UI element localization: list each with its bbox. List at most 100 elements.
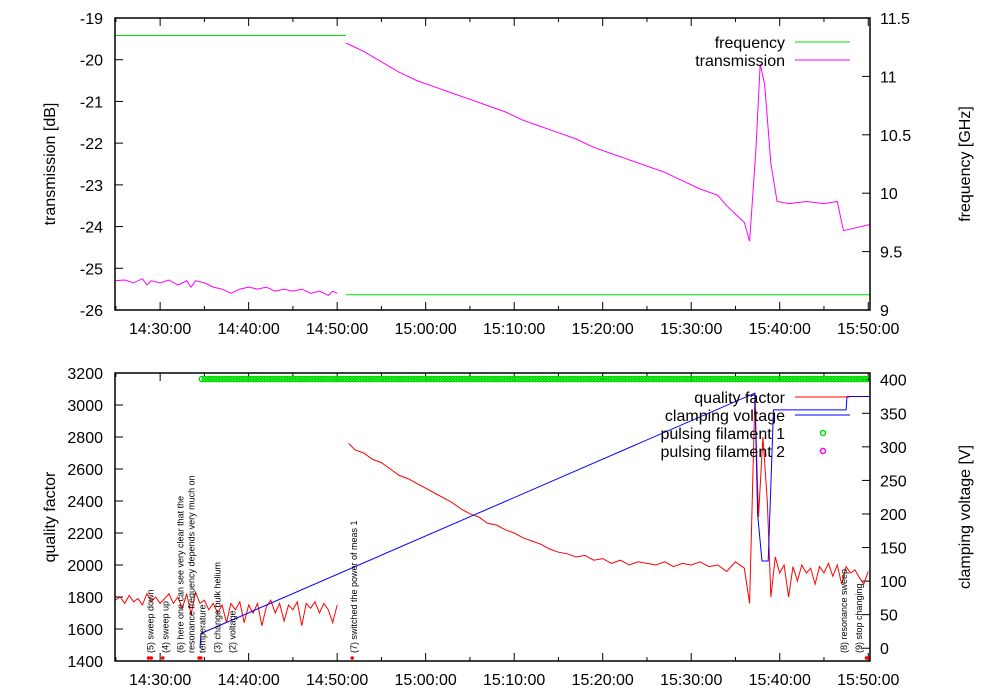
annotation-label-line: (5) sweep down xyxy=(146,589,156,653)
x-tick-label: 15:00:00 xyxy=(395,321,457,338)
series-point-pulsing-filament-1 xyxy=(808,375,816,383)
series-point-pulsing-filament-1 xyxy=(350,375,357,383)
series-point-pulsing-filament-1 xyxy=(638,375,645,383)
series-point-pulsing-filament-1 xyxy=(517,375,525,383)
series-point-pulsing-filament-1 xyxy=(322,375,329,383)
series-point-pulsing-filament-1 xyxy=(220,375,227,383)
annotation-label-line: (4) sweep up xyxy=(161,601,171,653)
series-point-pulsing-filament-1 xyxy=(316,375,323,383)
series-point-pulsing-filament-1 xyxy=(471,375,478,383)
annotation-label: (6) here one can see very clear that the… xyxy=(176,473,208,653)
series-point-pulsing-filament-1 xyxy=(697,375,704,383)
legend-marker xyxy=(819,447,827,455)
x-tick-label: 15:30:00 xyxy=(660,321,722,338)
series-point-pulsing-filament-1 xyxy=(830,375,837,383)
series-point-pulsing-filament-1 xyxy=(551,375,559,383)
series-point-pulsing-filament-1 xyxy=(279,375,286,383)
y2-axis-label: frequency [GHz] xyxy=(957,106,974,222)
series-point-pulsing-filament-1 xyxy=(616,375,624,383)
series-point-pulsing-filament-1 xyxy=(427,375,435,383)
series-point-pulsing-filament-1 xyxy=(622,375,630,383)
series-point-pulsing-filament-1 xyxy=(821,375,828,383)
series-point-pulsing-filament-1 xyxy=(238,375,246,383)
panel-1: 14:30:00 14:40:00 14:50:00 15:00:00 15:10:00… xyxy=(42,11,974,338)
annotation-label-line: (9) stop changing xyxy=(854,583,864,653)
series-point-pulsing-filament-1 xyxy=(381,375,388,383)
x-tick-label: 15:10:00 xyxy=(483,672,545,689)
series-point-pulsing-filament-1 xyxy=(418,375,425,383)
series-point-pulsing-filament-1 xyxy=(210,375,218,383)
annotation-label-line: (7) switched the power of meas 1 xyxy=(349,520,359,653)
annotation-label-line: temperature xyxy=(198,604,208,653)
series-point-pulsing-filament-1 xyxy=(762,375,769,383)
series-point-pulsing-filament-1 xyxy=(204,375,212,383)
series-point-pulsing-filament-1 xyxy=(675,375,683,383)
data-layer xyxy=(115,35,870,296)
y2-tick-label: 400 xyxy=(880,373,907,390)
series-point-pulsing-filament-1 xyxy=(492,375,500,383)
x-tick-label: 15:10:00 xyxy=(483,321,545,338)
series-point-pulsing-filament-1 xyxy=(402,375,410,383)
series-point-pulsing-filament-1 xyxy=(536,375,543,383)
series-point-pulsing-filament-1 xyxy=(207,375,215,383)
series-point-pulsing-filament-1 xyxy=(653,375,661,383)
y2-tick-label: 9.5 xyxy=(880,245,902,262)
series-point-pulsing-filament-1 xyxy=(266,375,274,383)
x-tick-label: 15:20:00 xyxy=(572,321,634,338)
series-point-pulsing-filament-1 xyxy=(480,375,487,383)
series-point-pulsing-filament-1 xyxy=(731,375,738,383)
series-point-pulsing-filament-1 xyxy=(217,375,224,383)
series-point-pulsing-filament-1 xyxy=(529,375,537,383)
series-point-pulsing-filament-1 xyxy=(260,375,267,383)
series-point-pulsing-filament-1 xyxy=(300,375,308,383)
x-tick-label: 15:40:00 xyxy=(749,672,811,689)
series-point-pulsing-filament-1 xyxy=(836,375,844,383)
series-line-transmission xyxy=(345,42,870,242)
series-point-pulsing-filament-1 xyxy=(703,375,710,383)
series-point-pulsing-filament-1 xyxy=(595,375,602,383)
series-point-pulsing-filament-1 xyxy=(728,375,735,383)
series-point-pulsing-filament-1 xyxy=(845,375,853,383)
series-point-pulsing-filament-1 xyxy=(681,375,689,383)
series-point-pulsing-filament-1 xyxy=(213,375,221,383)
series-point-pulsing-filament-1 xyxy=(619,375,627,383)
series-point-pulsing-filament-1 xyxy=(839,375,847,383)
annotation-label: (2) voltage xyxy=(228,610,238,653)
series-point-pulsing-filament-1 xyxy=(498,375,506,383)
series-point-pulsing-filament-1 xyxy=(489,375,497,383)
y2-axis-label: clamping voltage [V] xyxy=(957,445,974,589)
y-tick-label: -26 xyxy=(80,303,103,320)
y-tick-label: 1600 xyxy=(67,622,103,639)
annotation-label: (3) change bulk helium xyxy=(213,562,223,653)
series-point-pulsing-filament-1 xyxy=(244,375,252,383)
y-tick-label: 2400 xyxy=(67,494,103,511)
series-point-pulsing-filament-1 xyxy=(712,375,720,383)
legend-label: clamping voltage xyxy=(665,408,785,425)
annotation-label-line: (8) resonance sweep xyxy=(839,569,849,653)
series-point-pulsing-filament-1 xyxy=(802,375,810,383)
series-point-pulsing-filament-1 xyxy=(579,375,587,383)
y2-tick-label: 0 xyxy=(880,641,889,658)
series-point-pulsing-filament-1 xyxy=(424,375,432,383)
series-point-pulsing-filament-1 xyxy=(759,375,766,383)
series-point-pulsing-filament-1 xyxy=(625,375,633,383)
series-point-pulsing-filament-1 xyxy=(647,375,655,383)
y-tick-label: 2000 xyxy=(67,558,103,575)
series-point-pulsing-filament-1 xyxy=(666,375,673,383)
legend-label: transmission xyxy=(695,53,785,70)
series-point-pulsing-filament-1 xyxy=(783,375,791,383)
series-point-pulsing-filament-1 xyxy=(737,375,745,383)
series-point-pulsing-filament-1 xyxy=(591,375,599,383)
series-point-pulsing-filament-1 xyxy=(743,375,751,383)
y-tick-label: -25 xyxy=(80,261,103,278)
series-point-pulsing-filament-1 xyxy=(811,375,819,383)
y-axis-label: quality factor xyxy=(42,471,59,562)
series-point-pulsing-filament-1 xyxy=(635,375,642,383)
series-point-pulsing-filament-1 xyxy=(251,375,258,383)
x-tick-label: 14:30:00 xyxy=(129,321,191,338)
series-point-pulsing-filament-1 xyxy=(294,375,302,383)
series-point-pulsing-filament-1 xyxy=(461,375,469,383)
series-point-pulsing-filament-1 xyxy=(406,375,413,383)
series-point-pulsing-filament-1 xyxy=(632,375,639,383)
legend-label: pulsing filament 1 xyxy=(660,426,785,443)
